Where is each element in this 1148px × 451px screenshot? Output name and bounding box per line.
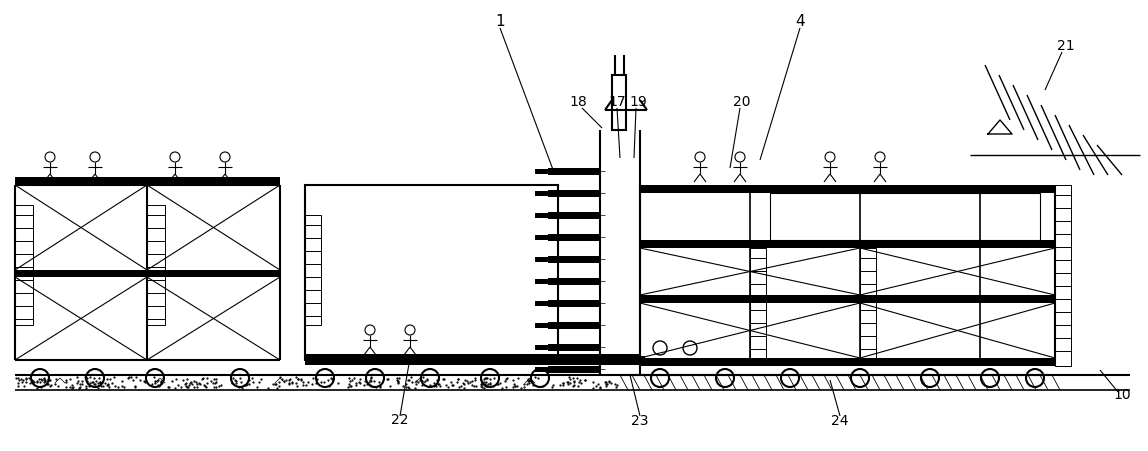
Text: 20: 20 — [734, 95, 751, 109]
Bar — [548, 256, 600, 263]
Bar — [548, 234, 600, 241]
Bar — [548, 344, 600, 351]
Bar — [548, 300, 600, 307]
Bar — [548, 366, 600, 373]
Bar — [1055, 185, 1071, 366]
Bar — [860, 248, 876, 358]
Text: 4: 4 — [796, 14, 805, 29]
Bar — [535, 345, 549, 350]
Bar — [305, 354, 639, 364]
Bar — [535, 257, 549, 262]
Bar — [305, 355, 630, 362]
Bar — [548, 278, 600, 285]
Bar — [535, 279, 549, 284]
Text: 10: 10 — [1114, 388, 1131, 402]
Bar — [147, 205, 165, 325]
Bar — [535, 191, 549, 196]
Text: 21: 21 — [1057, 39, 1075, 53]
Bar — [770, 193, 1040, 240]
Bar — [548, 168, 600, 175]
Text: 24: 24 — [831, 414, 848, 428]
Bar — [15, 177, 280, 185]
Bar — [305, 215, 321, 325]
Text: 17: 17 — [608, 95, 626, 109]
Bar — [535, 367, 549, 372]
Bar — [305, 356, 645, 365]
Bar — [535, 213, 549, 218]
Bar — [535, 235, 549, 240]
Text: 18: 18 — [569, 95, 587, 109]
Bar — [548, 322, 600, 329]
Bar — [548, 190, 600, 197]
Bar — [639, 295, 1055, 303]
Text: 23: 23 — [631, 414, 649, 428]
Bar — [535, 301, 549, 306]
Text: 1: 1 — [495, 14, 505, 29]
Bar — [750, 248, 766, 358]
Text: 22: 22 — [391, 413, 409, 427]
Bar — [548, 212, 600, 219]
Bar — [639, 358, 1055, 366]
Bar — [639, 185, 1055, 193]
Bar — [535, 169, 549, 174]
Bar — [305, 185, 558, 360]
Bar — [535, 323, 549, 328]
Bar — [15, 270, 280, 277]
Bar — [639, 240, 1055, 248]
Text: 19: 19 — [629, 95, 646, 109]
Bar — [15, 205, 33, 325]
Bar — [612, 75, 626, 130]
Bar — [305, 355, 625, 363]
